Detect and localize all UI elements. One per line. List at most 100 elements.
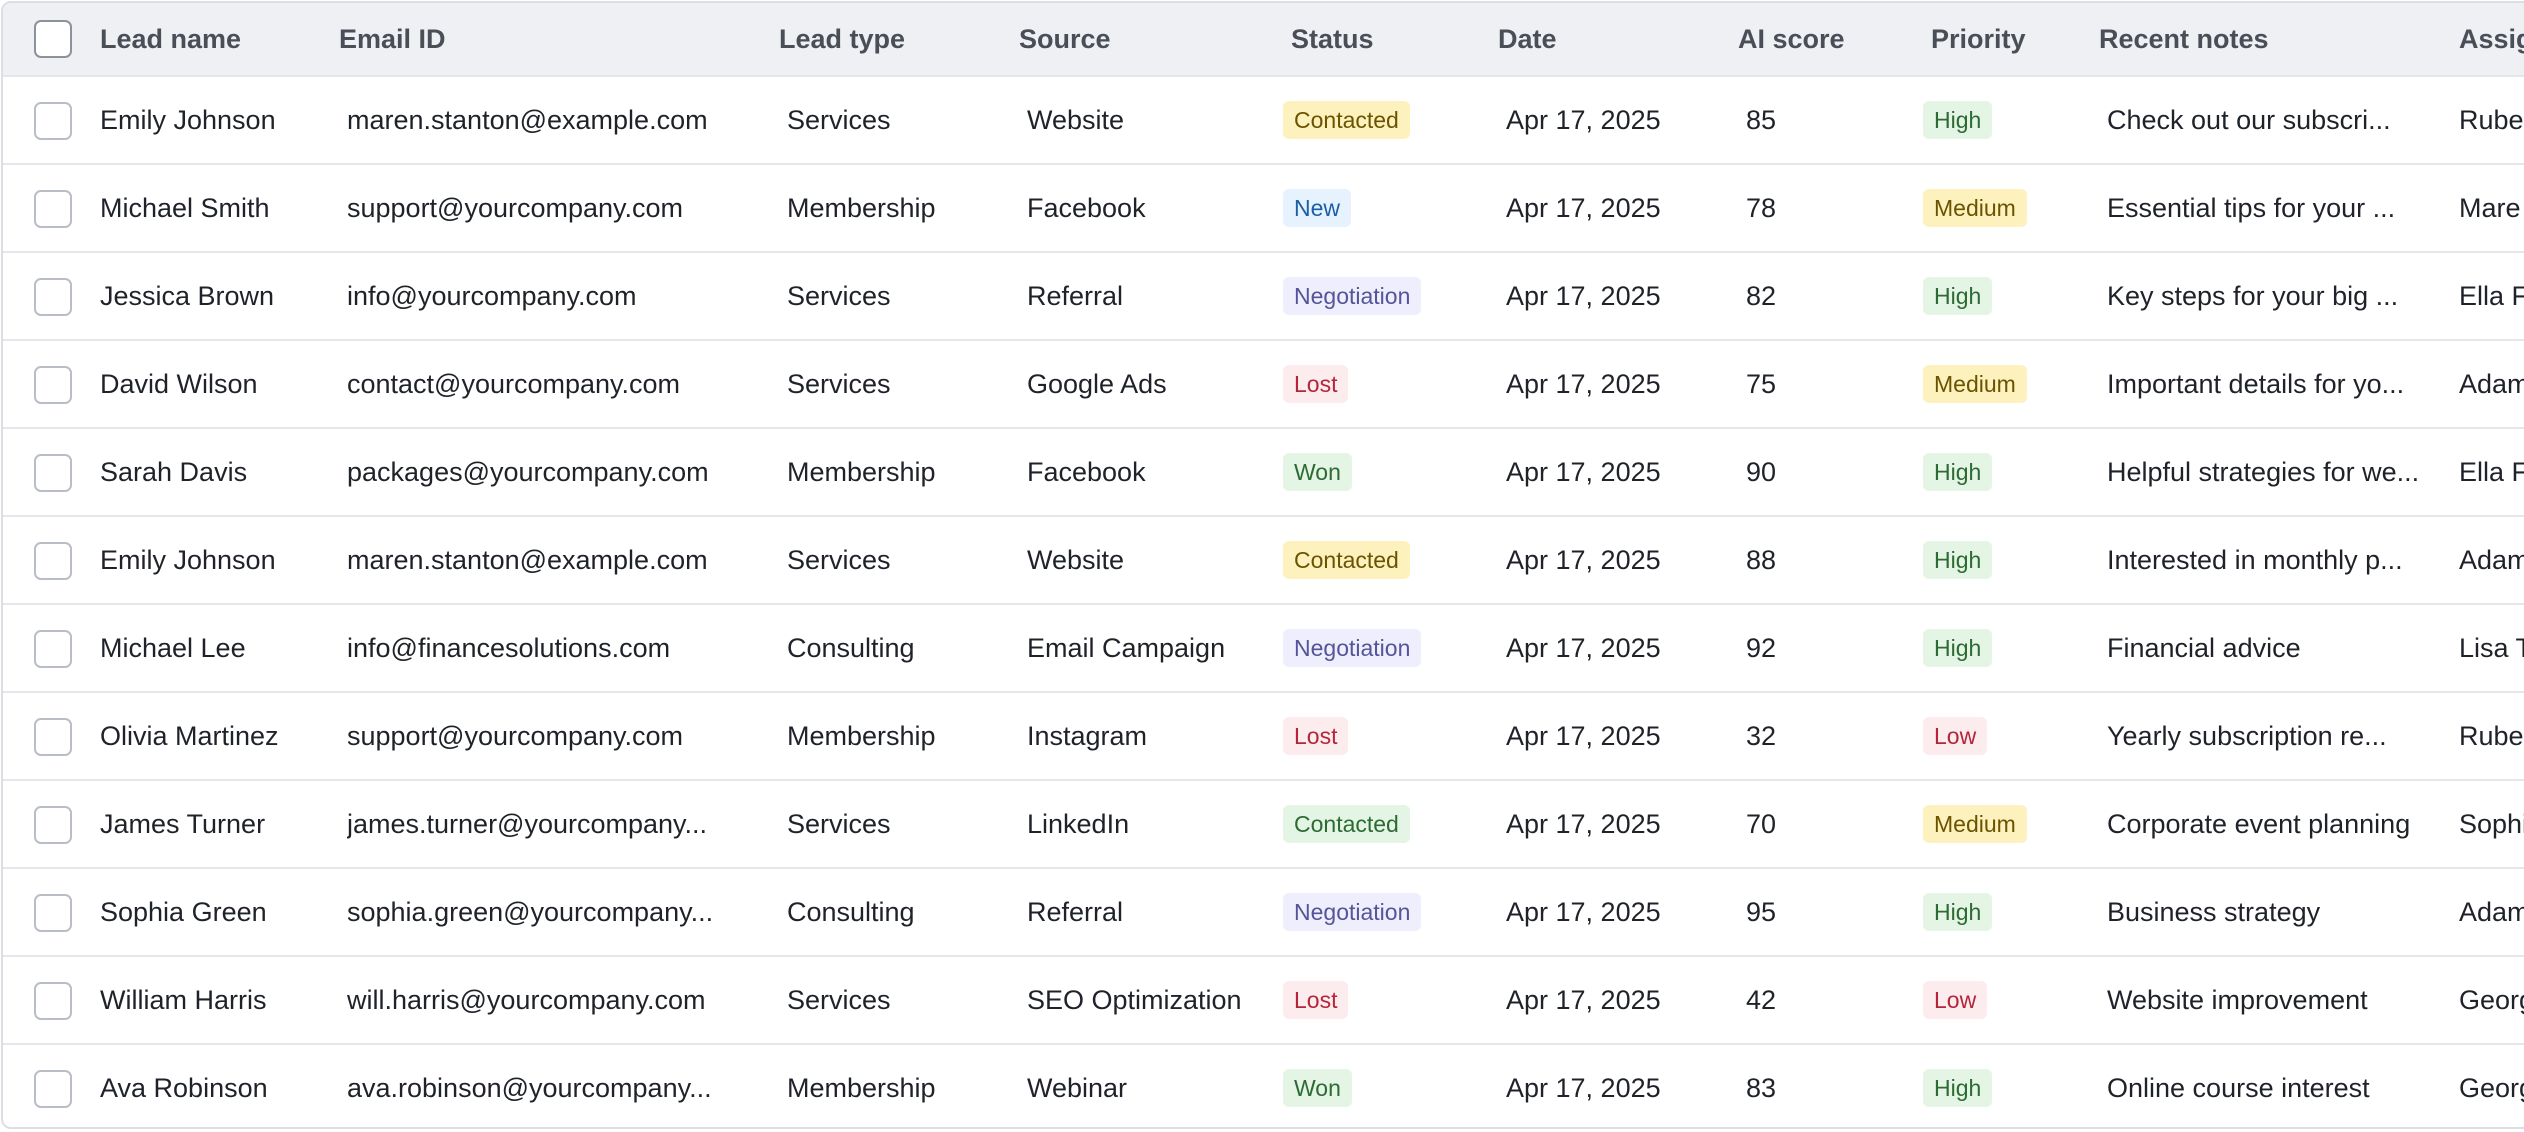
- row-checkbox[interactable]: [34, 806, 72, 844]
- row-checkbox[interactable]: [34, 542, 72, 580]
- table-row[interactable]: Emily Johnson maren.stanton@example.com Se…: [3, 517, 2524, 605]
- priority-badge: High: [1923, 541, 1993, 579]
- recent-notes: Website improvement: [2107, 984, 2368, 1015]
- priority-badge: Medium: [1923, 805, 2027, 843]
- row-checkbox[interactable]: [34, 894, 72, 932]
- table-row[interactable]: Ava Robinson ava.robinson@yourcompany... M…: [3, 1045, 2524, 1127]
- recent-notes: Essential tips for your ...: [2107, 192, 2396, 223]
- status: Lost: [1283, 693, 1349, 779]
- column-header: AI score: [1738, 23, 1845, 54]
- date: Apr 17, 2025: [1506, 808, 1661, 839]
- lead-name: Sophia Green: [100, 896, 267, 927]
- lead-name: William Harris: [100, 984, 267, 1015]
- lead-type: Consulting: [787, 896, 915, 927]
- status-badge: Lost: [1283, 981, 1349, 1019]
- status-badge: Won: [1283, 1069, 1352, 1107]
- assignee: Mare: [2459, 192, 2521, 223]
- priority-badge: High: [1923, 277, 1993, 315]
- date: Apr 17, 2025: [1506, 456, 1661, 487]
- table-row[interactable]: William Harris will.harris@yourcompany.co…: [3, 957, 2524, 1045]
- priority-badge: High: [1923, 101, 1993, 139]
- priority: High: [1923, 253, 1993, 339]
- date: Apr 17, 2025: [1506, 192, 1661, 223]
- ai-score: 75: [1746, 368, 1777, 399]
- recent-notes: Check out our subscri...: [2107, 104, 2391, 135]
- row-checkbox[interactable]: [34, 190, 72, 228]
- lead-type: Services: [787, 808, 891, 839]
- date: Apr 17, 2025: [1506, 104, 1661, 135]
- status-badge: Contacted: [1283, 541, 1410, 579]
- lead-name: Jessica Brown: [100, 280, 275, 311]
- date: Apr 17, 2025: [1506, 632, 1661, 663]
- row-checkbox[interactable]: [34, 102, 72, 140]
- assignee: Ruben: [2459, 104, 2524, 135]
- priority: High: [1923, 77, 1993, 163]
- row-checkbox[interactable]: [34, 982, 72, 1020]
- status: Negotiation: [1283, 253, 1422, 339]
- row-checkbox[interactable]: [34, 278, 72, 316]
- ai-score: 85: [1746, 104, 1777, 135]
- priority: High: [1923, 605, 1993, 691]
- email: maren.stanton@example.com: [347, 544, 708, 575]
- recent-notes: Yearly subscription re...: [2107, 720, 2387, 751]
- table-row[interactable]: Sophia Green sophia.green@yourcompany... C…: [3, 869, 2524, 957]
- lead-name: Ava Robinson: [100, 1072, 268, 1103]
- row-checkbox[interactable]: [34, 718, 72, 756]
- date: Apr 17, 2025: [1506, 984, 1661, 1015]
- lead-name: Emily Johnson: [100, 104, 276, 135]
- column-header: Email ID: [339, 23, 446, 54]
- row-checkbox[interactable]: [34, 1070, 72, 1108]
- lead-type: Consulting: [787, 632, 915, 663]
- lead-name: Sarah Davis: [100, 456, 248, 487]
- recent-notes: Business strategy: [2107, 896, 2321, 927]
- priority-badge: Low: [1923, 717, 1988, 755]
- source: Instagram: [1027, 720, 1148, 751]
- table-row[interactable]: Michael Smith support@yourcompany.com Memb…: [3, 165, 2524, 253]
- status-badge: Won: [1283, 453, 1352, 491]
- email: james.turner@yourcompany...: [347, 808, 708, 839]
- table-row[interactable]: Jessica Brown info@yourcompany.com Service…: [3, 253, 2524, 341]
- date: Apr 17, 2025: [1506, 280, 1661, 311]
- priority-badge: Medium: [1923, 365, 2027, 403]
- recent-notes: Financial advice: [2107, 632, 2301, 663]
- source: Website: [1027, 104, 1125, 135]
- source: SEO Optimization: [1027, 984, 1242, 1015]
- column-header: Priority: [1931, 23, 2026, 54]
- table-row[interactable]: Michael Lee info@financesolutions.com Cons…: [3, 605, 2524, 693]
- select-all-checkbox[interactable]: [34, 20, 72, 58]
- priority-badge: Medium: [1923, 189, 2027, 227]
- recent-notes: Helpful strategies for we...: [2107, 456, 2420, 487]
- status-badge: Negotiation: [1283, 629, 1422, 667]
- lead-name: Michael Lee: [100, 632, 246, 663]
- column-header: Status: [1291, 23, 1374, 54]
- source: Referral: [1027, 280, 1124, 311]
- table-row[interactable]: David Wilson contact@yourcompany.com Servi…: [3, 341, 2524, 429]
- status: Won: [1283, 429, 1352, 515]
- priority-badge: High: [1923, 629, 1993, 667]
- priority: Low: [1923, 693, 1988, 779]
- status-badge: New: [1283, 189, 1352, 227]
- priority: Medium: [1923, 165, 2027, 251]
- lead-type: Membership: [787, 1072, 936, 1103]
- row-checkbox[interactable]: [34, 630, 72, 668]
- status: Won: [1283, 1045, 1352, 1127]
- status: Contacted: [1283, 517, 1410, 603]
- date: Apr 17, 2025: [1506, 1072, 1661, 1103]
- table-row[interactable]: Olivia Martinez support@yourcompany.com Me…: [3, 693, 2524, 781]
- source: Website: [1027, 544, 1125, 575]
- table-row[interactable]: James Turner james.turner@yourcompany... S…: [3, 781, 2524, 869]
- assignee: Ella F: [2459, 456, 2524, 487]
- column-header: Date: [1498, 23, 1557, 54]
- row-checkbox[interactable]: [34, 454, 72, 492]
- assignee: Sophi: [2459, 808, 2524, 839]
- date: Apr 17, 2025: [1506, 720, 1661, 751]
- email: will.harris@yourcompany.com: [347, 984, 706, 1015]
- priority: High: [1923, 1045, 1993, 1127]
- table-row[interactable]: Emily Johnson maren.stanton@example.com Se…: [3, 77, 2524, 165]
- table-row[interactable]: Sarah Davis packages@yourcompany.com Membe…: [3, 429, 2524, 517]
- ai-score: 70: [1746, 808, 1777, 839]
- lead-type: Services: [787, 544, 891, 575]
- row-checkbox[interactable]: [34, 366, 72, 404]
